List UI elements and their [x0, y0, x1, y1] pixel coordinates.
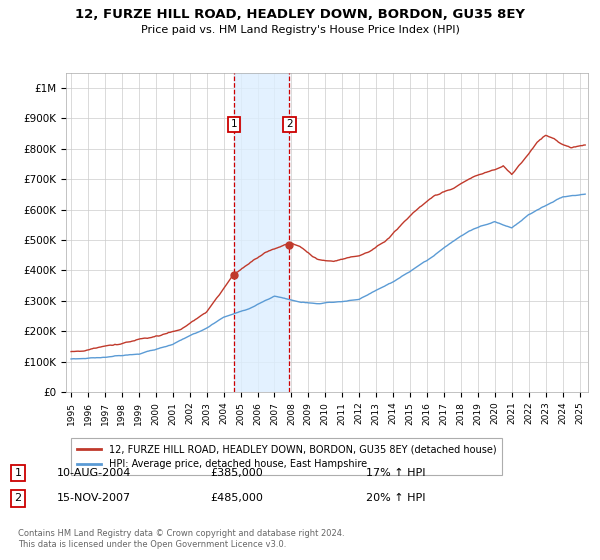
Text: 12, FURZE HILL ROAD, HEADLEY DOWN, BORDON, GU35 8EY: 12, FURZE HILL ROAD, HEADLEY DOWN, BORDO… — [75, 8, 525, 21]
Text: 1: 1 — [14, 468, 22, 478]
Text: 2: 2 — [286, 119, 293, 129]
Legend: 12, FURZE HILL ROAD, HEADLEY DOWN, BORDON, GU35 8EY (detached house), HPI: Avera: 12, FURZE HILL ROAD, HEADLEY DOWN, BORDO… — [71, 438, 502, 475]
Text: £385,000: £385,000 — [210, 468, 263, 478]
Text: 17% ↑ HPI: 17% ↑ HPI — [366, 468, 425, 478]
Text: Price paid vs. HM Land Registry's House Price Index (HPI): Price paid vs. HM Land Registry's House … — [140, 25, 460, 35]
Text: 1: 1 — [230, 119, 237, 129]
Text: 20% ↑ HPI: 20% ↑ HPI — [366, 493, 425, 503]
Text: 15-NOV-2007: 15-NOV-2007 — [57, 493, 131, 503]
Text: £485,000: £485,000 — [210, 493, 263, 503]
Text: Contains HM Land Registry data © Crown copyright and database right 2024.
This d: Contains HM Land Registry data © Crown c… — [18, 529, 344, 549]
Text: 2: 2 — [14, 493, 22, 503]
Text: 10-AUG-2004: 10-AUG-2004 — [57, 468, 131, 478]
Bar — [234, 73, 289, 392]
